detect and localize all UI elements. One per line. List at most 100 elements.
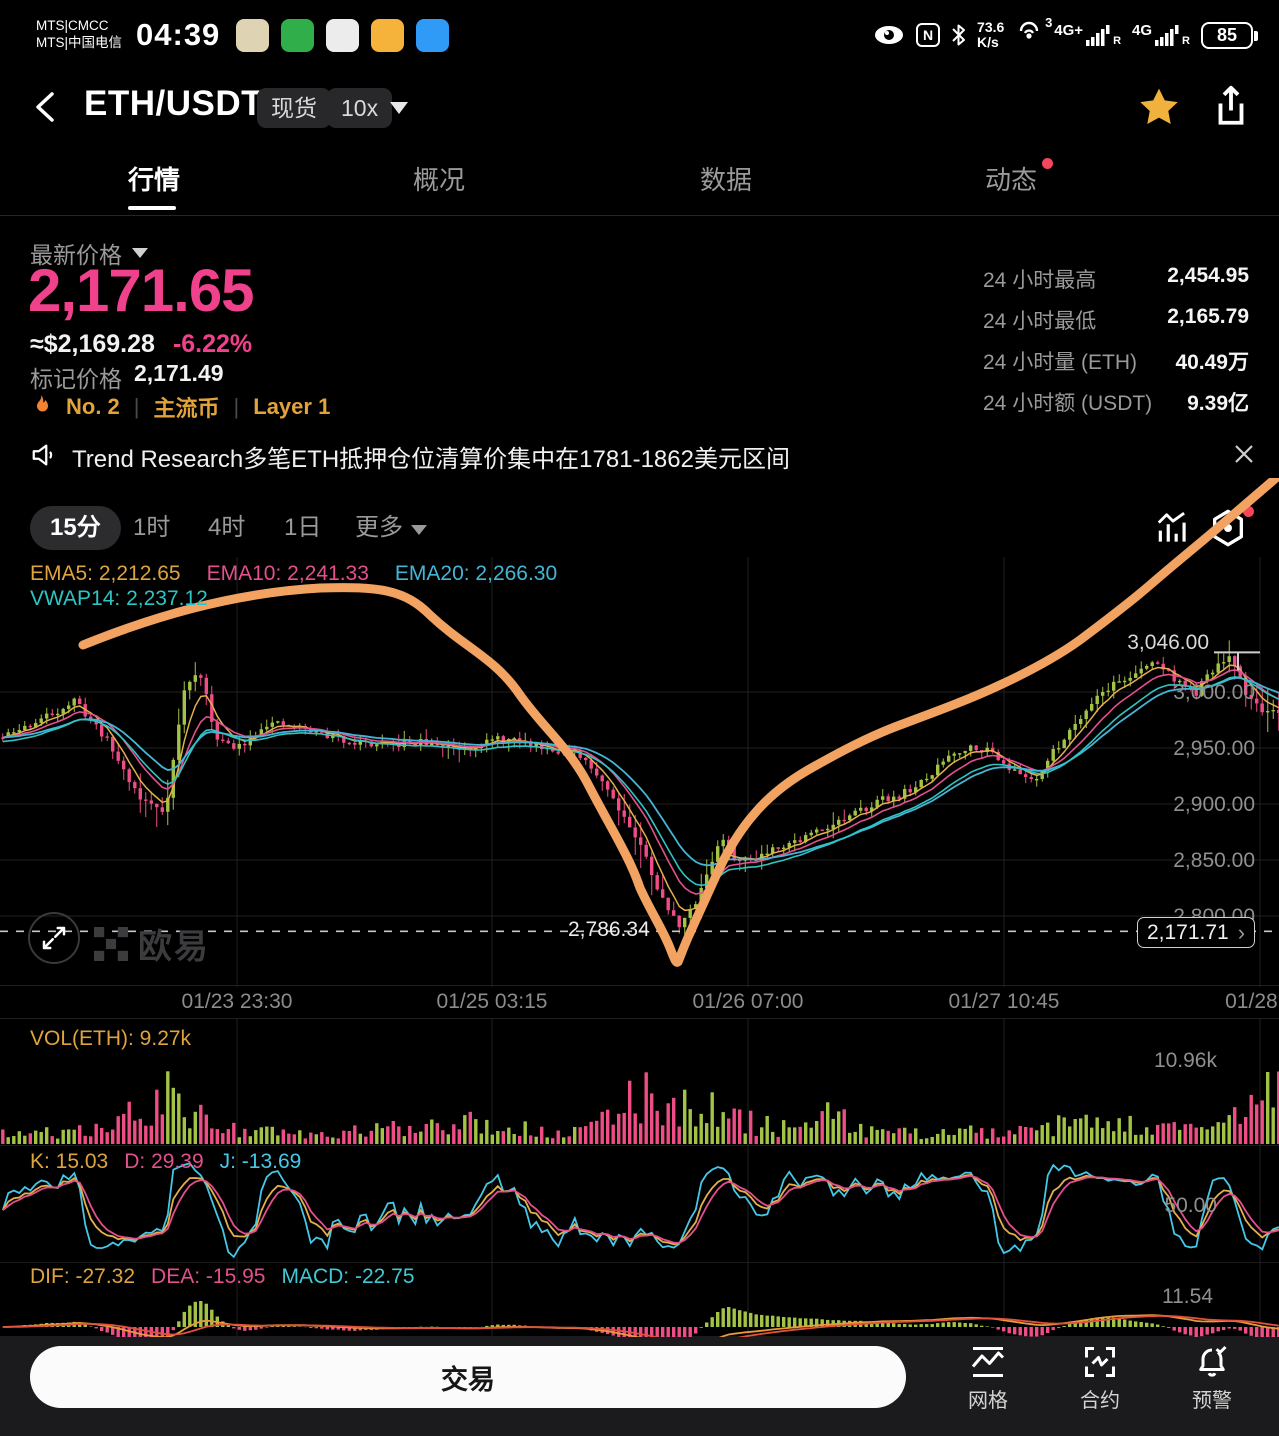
kdj-j-value: J: -13.69 [219,1150,302,1173]
timeframe-more[interactable]: 更多 [355,506,427,550]
macd-dea-value: DEA: -15.95 [151,1265,266,1288]
active-tab-underline [128,206,176,210]
sms-app-icon [326,18,360,52]
stat-row: 24 小时最低 2,165.79 [983,305,1249,333]
trade-button[interactable]: 交易 [30,1346,906,1408]
status-bar: MTS|CMCC MTS|中国电信 04:39 N 73.6 K/s 3 4G [0,0,1279,70]
high-marker-label: 3,046.00 [1127,631,1209,654]
expand-arrows-icon [42,926,66,950]
hotspot-icon: 3 [1015,15,1052,52]
kdj-pane[interactable]: K: 15.03 D: 29.39 J: -13.69 50.00 [0,1145,1279,1263]
close-icon[interactable] [1232,442,1256,466]
macd-pane[interactable]: DIF: -27.32 DEA: -15.95 MACD: -22.75 11.… [0,1262,1279,1348]
price-caret-icon [132,248,148,258]
back-button[interactable] [30,90,60,124]
news-text: Trend Research多笔ETH抵押仓位清算价集中在1781-1862美元… [72,446,790,473]
okx-logo-icon [94,926,128,961]
leverage-badge[interactable]: 10x [327,88,393,128]
last-price-selector[interactable]: 最新价格 [30,236,148,270]
alert-bell-icon [1199,1345,1227,1377]
notification-app-icons [236,18,450,52]
volume-scale-label: 10.96k [1153,1049,1217,1072]
eye-comfort-icon [875,26,904,44]
volume-label: VOL(ETH): 9.27k [30,1027,192,1050]
current-price-badge[interactable]: 2,171.71 › [1137,917,1255,948]
news-ticker[interactable]: Trend Research多笔ETH抵押仓位清算价集中在1781-1862美元… [0,432,1279,480]
grid-trading-button[interactable]: 网格 [941,1344,1035,1413]
carrier-1: MTS|CMCC [36,18,109,34]
stats-24h: 24 小时最高 2,454.95 24 小时最低 2,165.79 24 小时量 (… [983,264,1249,417]
category-tag: 主流币 [153,396,220,421]
pair-title: ETH/USDT [84,84,263,123]
futures-button[interactable]: 合约 [1053,1344,1147,1413]
stat-row: 24 小时量 (ETH) 40.49万 [983,351,1249,374]
macd-value: MACD: -22.75 [281,1265,415,1288]
pair-dropdown-caret-icon[interactable] [390,102,408,114]
timeframe-1d[interactable]: 1日 [284,514,322,541]
tab-overview[interactable]: 概况 [413,165,466,195]
token-tags[interactable]: No. 2 | 主流币 | Layer 1 [30,391,330,423]
sim2-signal: 4G R [1132,22,1190,47]
kdj-lines [0,1146,1279,1268]
indicator-values-row1: EMA5: 2,212.65 EMA10: 2,241.33 EMA20: 2,… [30,562,557,586]
stat-row: 24 小时额 (USDT) 9.39亿 [983,392,1249,415]
tab-quotes[interactable]: 行情 [128,165,181,195]
network-speed: 73.6 K/s [977,19,1005,50]
bottom-action-bar: 交易 网格 合约 预警 [0,1336,1279,1436]
fullscreen-expand-button[interactable] [28,912,80,964]
brand-name: 欧易 [138,928,210,966]
rank-tag: No. 2 [66,394,120,419]
alert-button[interactable]: 预警 [1165,1344,1259,1413]
bluetooth-icon [952,24,966,46]
mark-price-value: 2,171.49 [134,360,224,386]
time-axis: 01/23 23:30 01/25 03:15 01/26 07:00 01/2… [0,985,1279,1018]
favorite-star-button[interactable] [1138,86,1180,128]
low-marker-label: 2,786.34 [568,918,650,941]
futures-icon [1085,1347,1115,1377]
ema20-value: EMA20: 2,266.30 [394,562,558,585]
notes-app-icon [236,18,270,52]
share-button[interactable] [1210,84,1252,130]
price-chart-pane[interactable]: EMA5: 2,212.65 EMA10: 2,241.33 EMA20: 2,… [0,557,1279,987]
speaker-icon [32,444,53,466]
tab-data[interactable]: 数据 [700,165,753,195]
nfc-icon: N [916,23,941,47]
last-price: 2,171.65 [28,257,255,324]
tab-feed[interactable]: 动态 [985,165,1038,195]
market-type-badge[interactable]: 现货 [257,88,331,128]
macd-scale-label: 11.54 [1162,1285,1213,1308]
carrier-2: MTS|中国电信 [36,35,123,50]
status-icons: N 73.6 K/s 3 4G+ R 4G R 85 [873,15,1258,52]
ema10-value: EMA10: 2,241.33 [206,562,369,585]
timeframe-15m[interactable]: 15分 [30,506,121,550]
timeframe-4h[interactable]: 4时 [208,514,246,541]
feed-notification-dot [1042,158,1053,169]
indicator-settings-icon[interactable] [1154,510,1192,548]
mark-price-label: 标记价格 [30,366,122,392]
volume-pane[interactable]: VOL(ETH): 9.27k 10.96k [0,1018,1279,1146]
carrier-labels: MTS|CMCC MTS|中国电信 [36,18,122,52]
kdj-k-value: K: 15.03 [30,1150,109,1173]
price-usd: ≈$2,169.28 [30,330,155,358]
messenger-app-icon [416,18,450,52]
price-change-pct: -6.22% [172,330,253,358]
more-caret-icon [411,525,427,535]
badge-arrow-icon: › [1237,919,1246,945]
clock: 04:39 [136,17,221,52]
stat-row: 24 小时最高 2,454.95 [983,264,1249,292]
wechat-app-icon [281,18,315,52]
sim1-signal: 4G+ R [1054,22,1122,47]
macd-dif-value: DIF: -27.32 [30,1265,136,1288]
okx-watermark: 欧易 [94,919,210,968]
grid-trading-icon [971,1347,1005,1377]
indicator-values-row2: VWAP14: 2,237.12 [30,587,208,611]
timeframe-1h[interactable]: 1时 [133,514,171,541]
chart-settings-gear-icon[interactable] [1208,508,1248,548]
mail-app-icon [371,18,405,52]
flame-icon [37,395,48,412]
ema5-value: EMA5: 2,212.65 [30,562,181,585]
vwap-value: VWAP14: 2,237.12 [30,587,208,610]
tabs-separator [0,215,1279,216]
macd-histogram [0,1263,1279,1348]
